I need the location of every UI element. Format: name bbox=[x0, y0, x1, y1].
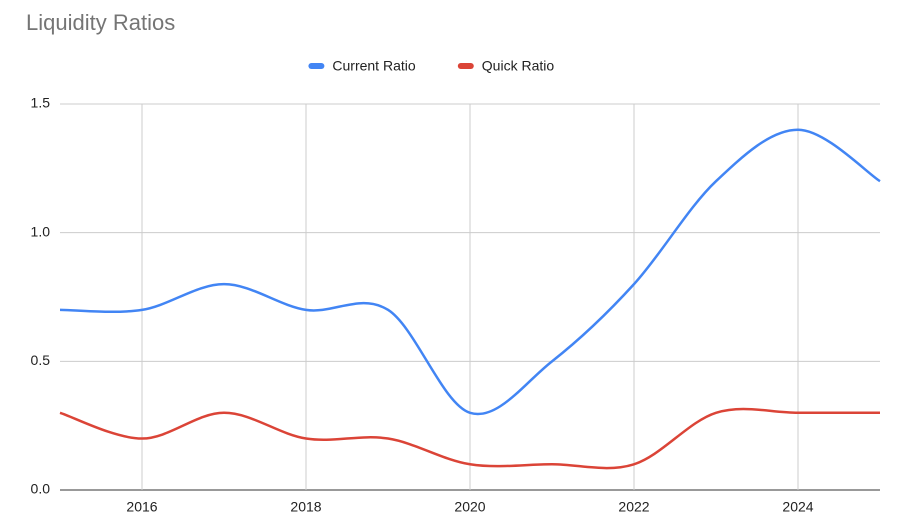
chart-title: Liquidity Ratios bbox=[26, 10, 175, 35]
y-tick-label: 1.5 bbox=[31, 95, 51, 111]
legend-swatch bbox=[308, 63, 325, 69]
series-line bbox=[59, 407, 880, 470]
x-tick-label: 2022 bbox=[618, 499, 649, 515]
y-tick-label: 0.0 bbox=[31, 481, 51, 497]
legend-label: Current Ratio bbox=[332, 58, 415, 74]
x-tick-label: 2018 bbox=[290, 499, 321, 515]
x-tick-label: 2024 bbox=[782, 499, 813, 515]
y-tick-label: 1.0 bbox=[31, 223, 51, 239]
legend-label: Quick Ratio bbox=[482, 58, 555, 74]
y-tick-label: 0.5 bbox=[31, 352, 51, 368]
series-line bbox=[59, 128, 881, 416]
legend-swatch bbox=[457, 63, 474, 69]
x-tick-label: 2020 bbox=[454, 499, 485, 515]
x-tick-label: 2016 bbox=[126, 499, 157, 515]
